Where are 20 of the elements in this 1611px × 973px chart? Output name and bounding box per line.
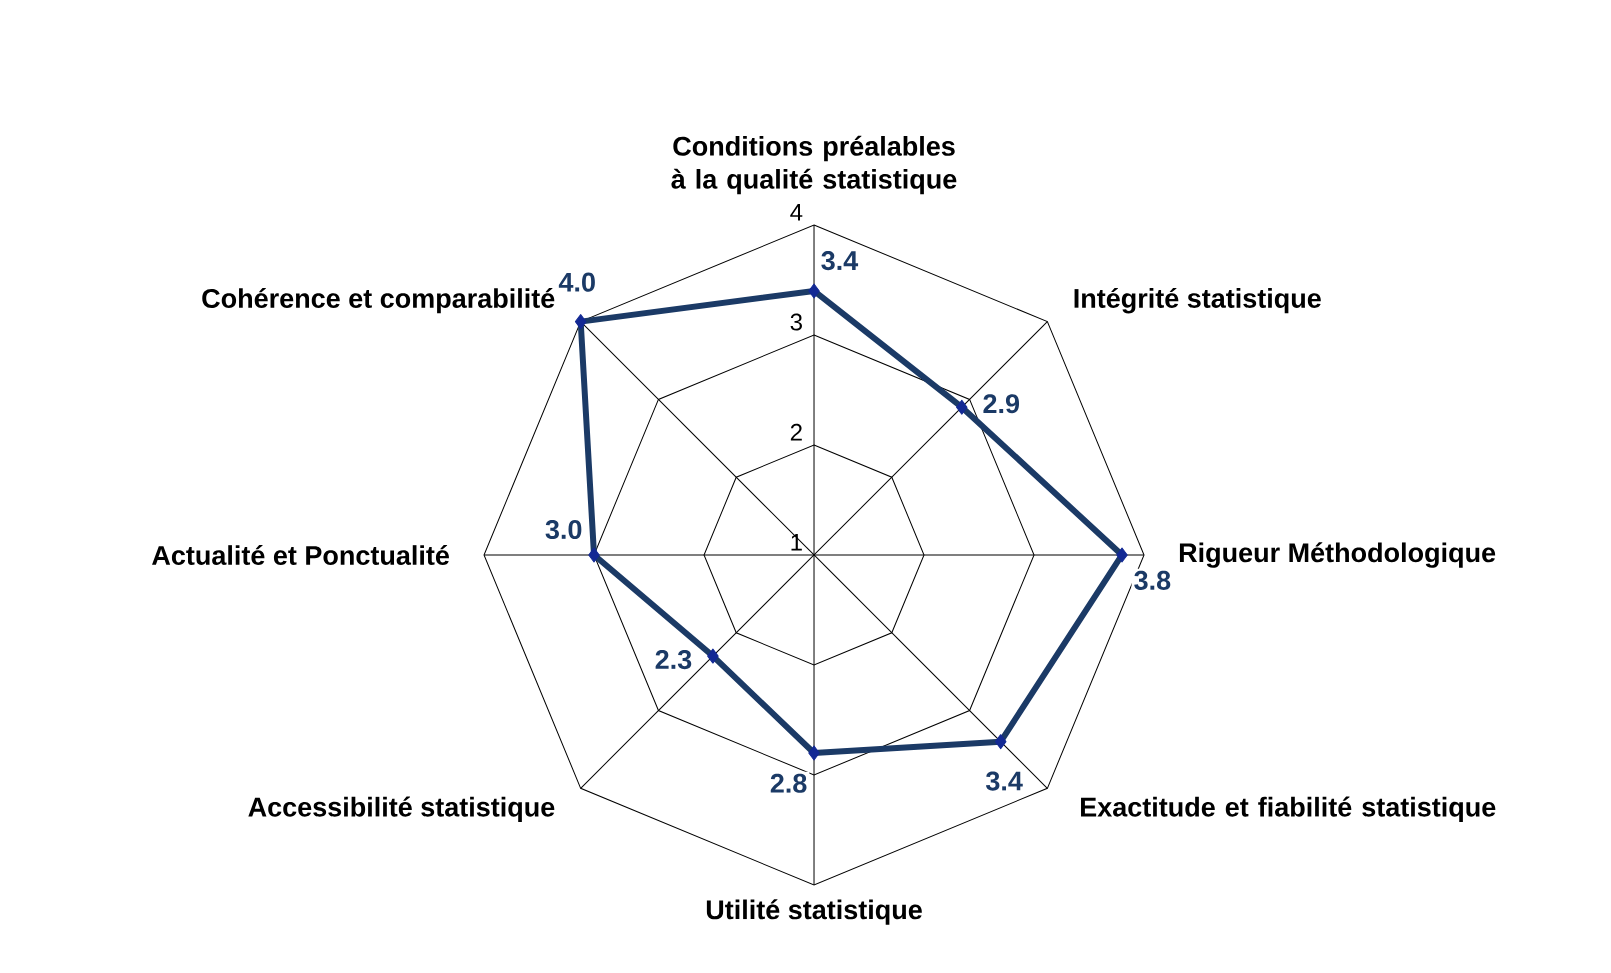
spoke-label: Cohérence et comparabilité bbox=[202, 287, 555, 314]
spoke-label: Exactitude et fiabilité statistique bbox=[1081, 796, 1496, 823]
data-label: 2.8 bbox=[770, 773, 807, 793]
data-label: 2.3 bbox=[655, 649, 692, 670]
data-label: 2.9 bbox=[983, 394, 1020, 414]
spoke-label: Conditions préalables à la qualité statistique bbox=[671, 135, 957, 195]
spoke-label: Utilité statistique bbox=[706, 899, 922, 925]
data-label: 3.0 bbox=[545, 519, 582, 540]
data-label: 3.8 bbox=[1134, 570, 1171, 591]
y-tick-label: 4 bbox=[790, 204, 803, 221]
data-label: 4.0 bbox=[558, 272, 595, 292]
spoke-label: Intégrité statistique bbox=[1074, 287, 1321, 314]
spoke-label: Accessibilité statistique bbox=[248, 796, 555, 823]
y-tick-label: 3 bbox=[790, 313, 802, 331]
y-tick-label: 1 bbox=[791, 534, 802, 551]
y-tick-label: 2 bbox=[790, 423, 802, 441]
data-label: 3.4 bbox=[821, 251, 859, 271]
spoke-label: Actualité et Ponctualité bbox=[152, 544, 449, 565]
spoke-label: Rigueur Méthodologique bbox=[1179, 542, 1496, 568]
data-label: 3.4 bbox=[985, 771, 1023, 791]
